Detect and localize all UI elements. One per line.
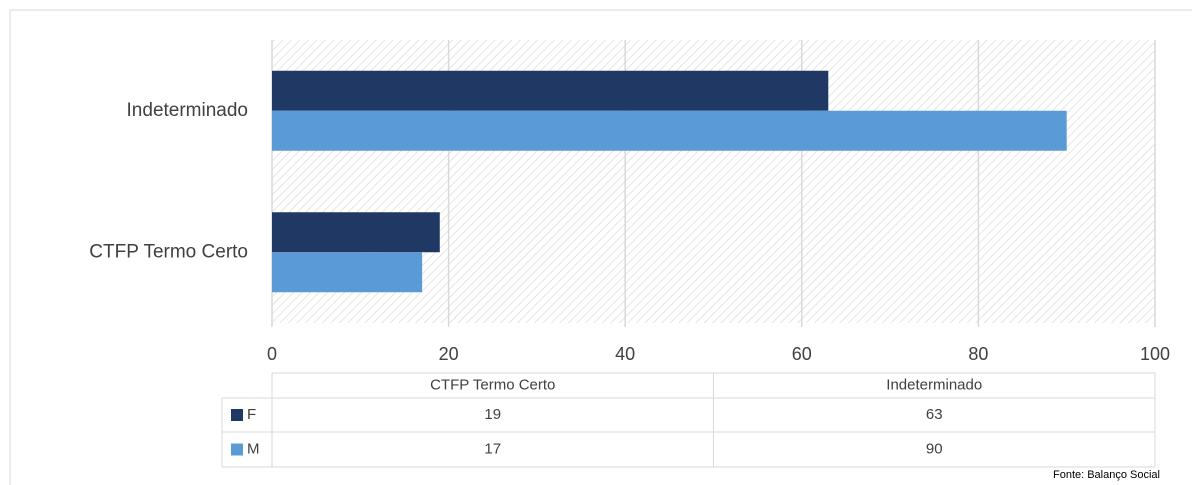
x-tick-label: 0	[267, 344, 277, 364]
legend-label: F	[247, 406, 256, 423]
bar	[272, 70, 829, 111]
legend-label: M	[247, 440, 260, 457]
legend-swatch	[231, 443, 243, 456]
x-tick-label: 40	[615, 344, 635, 364]
chart-frame	[9, 9, 1192, 485]
table-header: CTFP Termo Certo	[430, 376, 555, 393]
y-tick-label: CTFP Termo Certo	[89, 241, 248, 262]
x-tick-label: 60	[792, 344, 812, 364]
y-tick-label: Indeterminado	[127, 100, 248, 121]
bar	[272, 252, 423, 293]
legend-swatch	[231, 409, 243, 421]
table-value: 17	[484, 440, 501, 457]
table-header: Indeterminado	[886, 376, 982, 393]
x-tick-label: 80	[968, 344, 988, 364]
x-tick-label: 100	[1140, 344, 1170, 364]
table-value: 63	[926, 406, 943, 423]
table-value: 90	[926, 440, 943, 457]
x-tick-label: 20	[439, 344, 459, 364]
bar	[272, 212, 440, 253]
bar	[272, 110, 1067, 151]
table-value: 19	[484, 406, 501, 423]
source-note: Fonte: Balanço Social	[1053, 469, 1160, 481]
